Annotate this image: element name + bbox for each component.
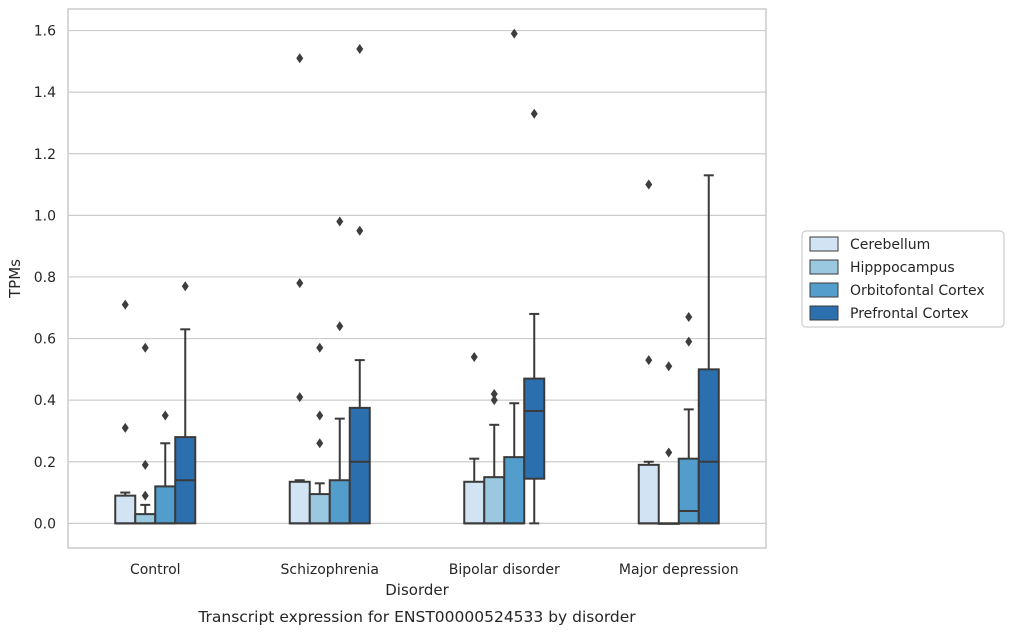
figure-caption: Transcript expression for ENST0000052453…: [197, 608, 636, 626]
plot-frame: [67, 8, 767, 549]
box-iqr: [308, 493, 331, 525]
y-tick-label: 1.6: [34, 24, 56, 40]
outlier-point: [336, 321, 344, 332]
box-iqr: [637, 463, 660, 525]
x-tick-label: Control: [130, 562, 181, 578]
outlier-point: [470, 352, 478, 363]
outlier-point: [316, 342, 324, 353]
box-cerebellum: [288, 53, 311, 525]
legend-label: Hipppocampus: [850, 260, 955, 276]
outlier-point: [161, 410, 169, 421]
box-hipppocampus: [308, 342, 331, 525]
box-iqr: [463, 480, 486, 525]
y-tick-label: 0.4: [34, 393, 56, 409]
y-tick-label: 1.4: [34, 85, 56, 101]
box-prefrontal-cortex: [348, 44, 371, 525]
outlier-point: [316, 410, 324, 421]
box-iqr: [114, 494, 137, 525]
outlier-point: [685, 336, 693, 347]
outlier-point: [296, 278, 304, 289]
outlier-point: [121, 422, 129, 433]
box-orbitofontal-cortex: [677, 312, 700, 525]
legend-label: Cerebellum: [850, 237, 930, 253]
box-iqr: [288, 480, 311, 525]
legend: Cerebellum Hipppocampus Orbitofontal Corte…: [801, 230, 1005, 328]
box-cerebellum: [637, 179, 660, 525]
box-orbitofontal-cortex: [328, 216, 351, 525]
outlier-point: [141, 459, 149, 470]
outlier-point: [490, 395, 498, 406]
outlier-point: [356, 44, 364, 55]
legend-swatch: [809, 305, 839, 321]
outlier-point: [510, 28, 518, 39]
outlier-point: [141, 342, 149, 353]
legend-swatch: [809, 259, 839, 275]
outlier-point: [490, 389, 498, 399]
outlier-point: [296, 53, 304, 64]
box-iqr: [523, 377, 546, 480]
box-iqr: [483, 476, 506, 525]
y-tick-label: 0.6: [34, 332, 56, 348]
box-prefrontal-cortex: [697, 174, 720, 525]
outlier-point: [645, 179, 653, 190]
legend-label: Orbitofontal Cortex: [850, 283, 985, 299]
x-tick-label: Schizophrenia: [281, 562, 379, 578]
y-tick-label: 1.0: [34, 208, 56, 224]
outlier-point: [121, 299, 129, 310]
outlier-point: [316, 438, 324, 449]
outlier-point: [665, 447, 673, 458]
box-hipppocampus: [483, 389, 506, 525]
y-tick-label: 0.2: [34, 455, 56, 471]
x-tick-label: Major depression: [619, 562, 739, 578]
outlier-point: [530, 108, 538, 119]
box-cerebellum: [463, 352, 486, 525]
x-axis-ticks: Control Schizophrenia Bipolar disorder Majo…: [130, 562, 739, 578]
x-axis-label: Disorder: [385, 581, 449, 599]
outlier-point: [336, 216, 344, 227]
legend-frame: [801, 230, 1005, 328]
box-prefrontal-cortex: [174, 281, 197, 525]
box-iqr: [677, 457, 700, 525]
outlier-point: [645, 355, 653, 366]
box-iqr: [328, 479, 351, 525]
box-iqr: [348, 406, 371, 525]
y-axis-ticks: 0.0 0.2 0.4 0.6 0.8 1.0 1.2 1.4 1.6: [34, 24, 56, 533]
y-axis-label: TPMs: [6, 259, 24, 299]
y-tick-label: 0.0: [34, 516, 56, 532]
boxes-layer: [114, 28, 720, 525]
legend-swatch: [809, 236, 839, 252]
gridlines: [68, 29, 766, 524]
y-tick-label: 1.2: [34, 147, 56, 163]
outlier-point: [356, 225, 364, 236]
box-cerebellum: [114, 299, 137, 525]
box-iqr: [503, 456, 526, 525]
box-prefrontal-cortex: [523, 108, 546, 525]
legend-swatch: [809, 282, 839, 298]
x-tick-label: Bipolar disorder: [449, 562, 560, 578]
outlier-point: [665, 361, 673, 372]
outlier-point: [296, 392, 304, 403]
legend-label: Prefrontal Cortex: [850, 306, 969, 322]
y-tick-label: 0.8: [34, 270, 56, 286]
box-orbitofontal-cortex: [154, 410, 177, 525]
box-iqr: [134, 513, 157, 525]
box-iqr: [697, 368, 720, 525]
outlier-point: [685, 312, 693, 322]
outlier-point: [181, 281, 189, 292]
box-hipppocampus: [657, 361, 680, 525]
box-hipppocampus: [134, 342, 157, 525]
outlier-point: [141, 490, 149, 501]
box-iqr: [154, 485, 177, 525]
box-orbitofontal-cortex: [503, 28, 526, 525]
